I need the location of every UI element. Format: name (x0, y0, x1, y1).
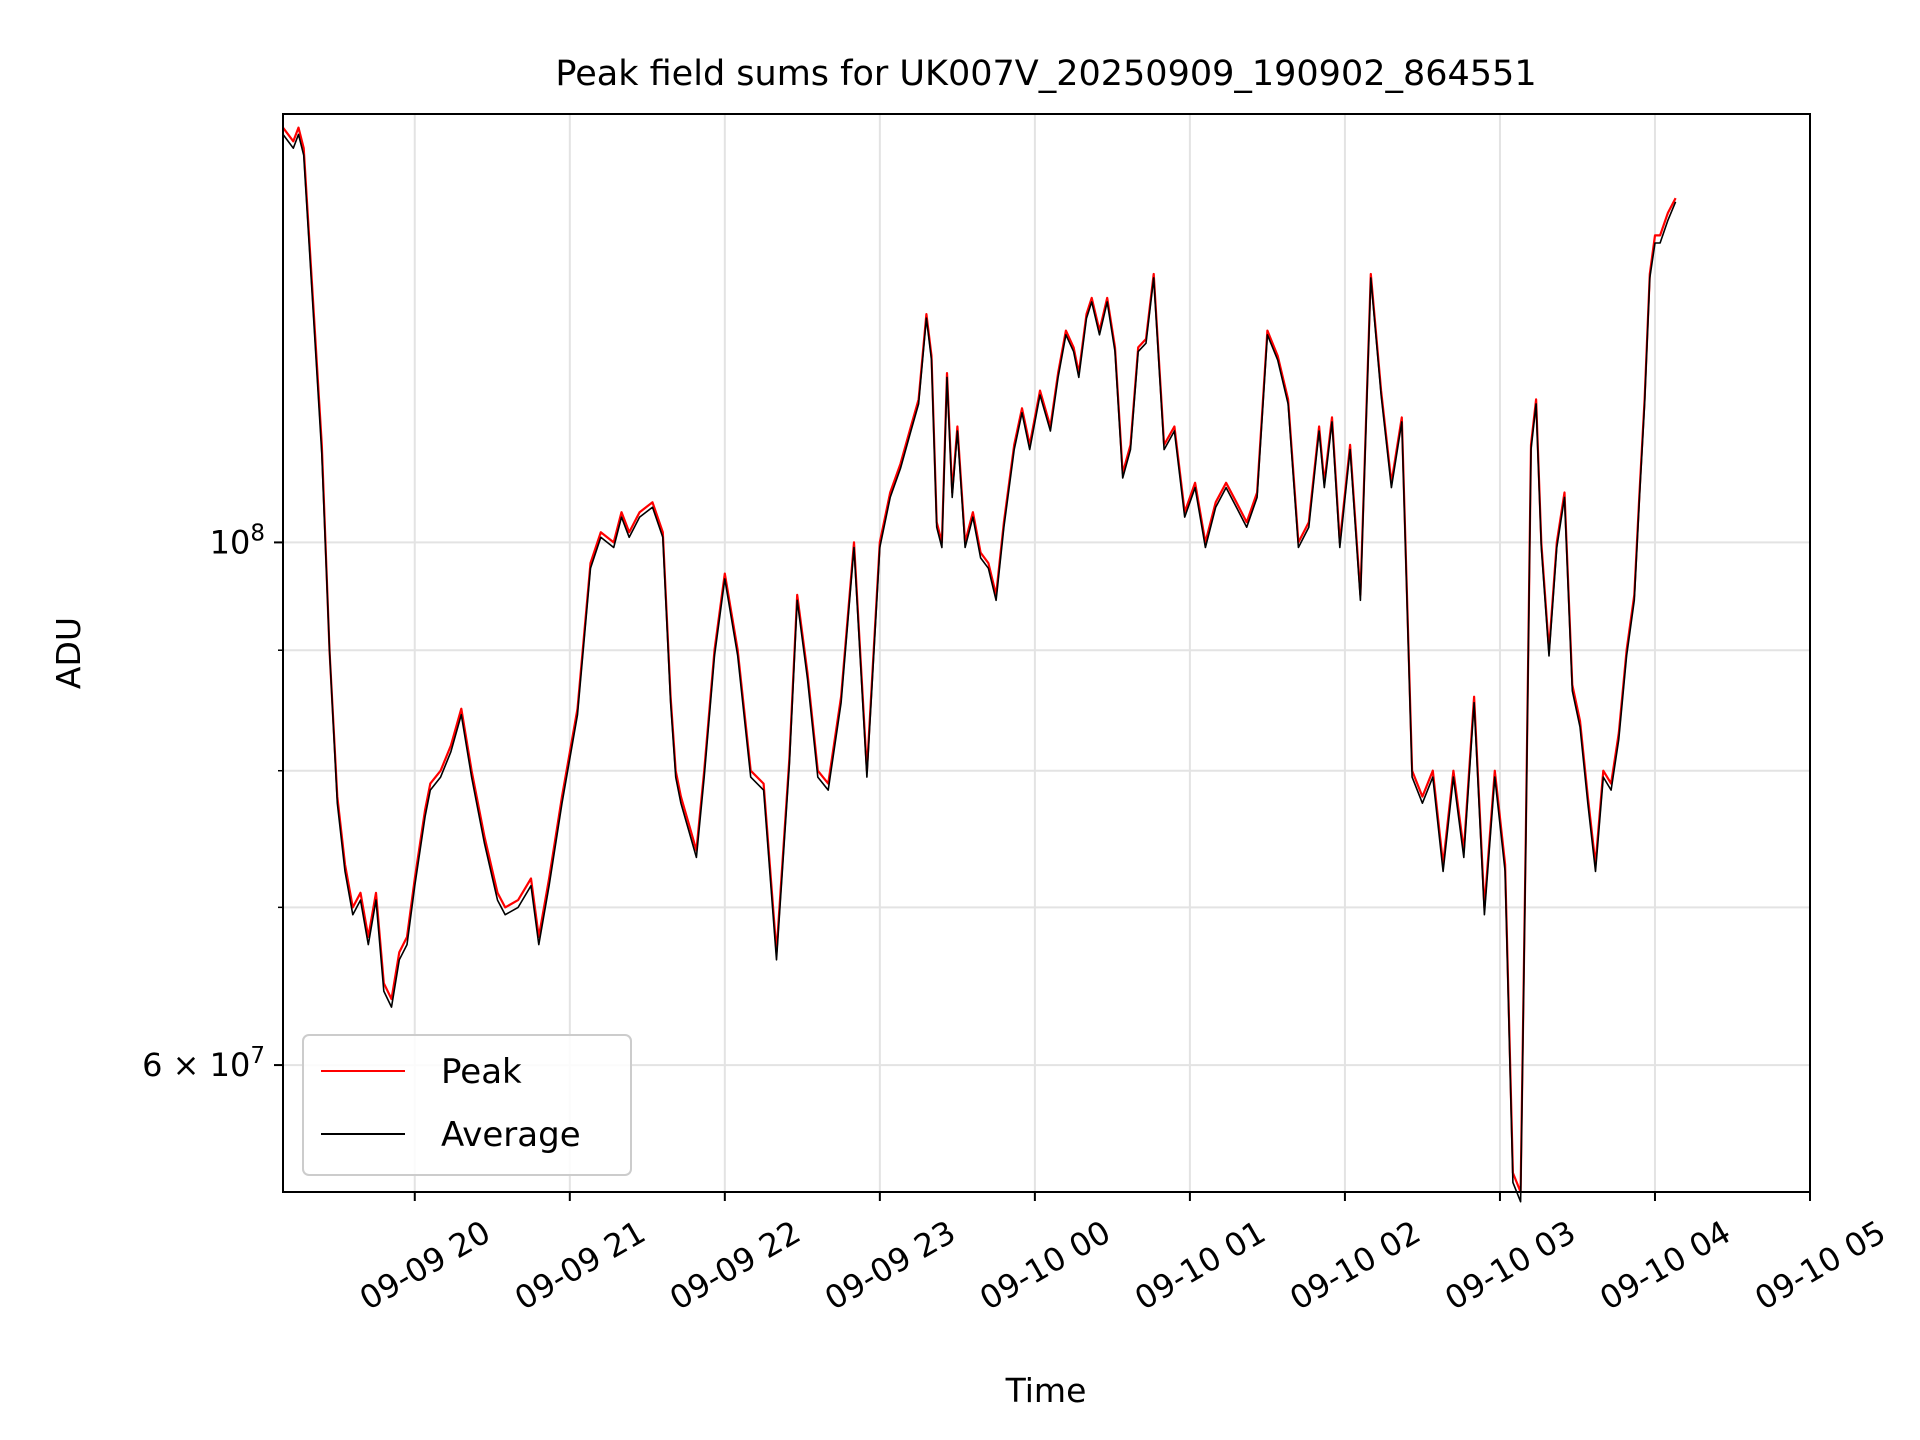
series-layer (282, 126, 1677, 1203)
y-tick-label: 108 (210, 520, 265, 561)
y-axis: 6 × 107 108 (142, 520, 283, 1084)
y-axis-label: ADU (49, 617, 88, 689)
plot-frame (282, 113, 1811, 1193)
legend-label: Peak (441, 1052, 522, 1092)
y-tick-label: 6 × 107 (142, 1043, 265, 1084)
legend-label: Average (441, 1115, 581, 1155)
chart-title: Peak field sums for UK007V_20250909_1909… (555, 54, 1536, 94)
x-axis-label: Time (1005, 1371, 1087, 1410)
grid (283, 114, 1811, 1192)
series-line-average (282, 133, 1677, 1203)
legend: Peak Average (302, 1034, 632, 1176)
